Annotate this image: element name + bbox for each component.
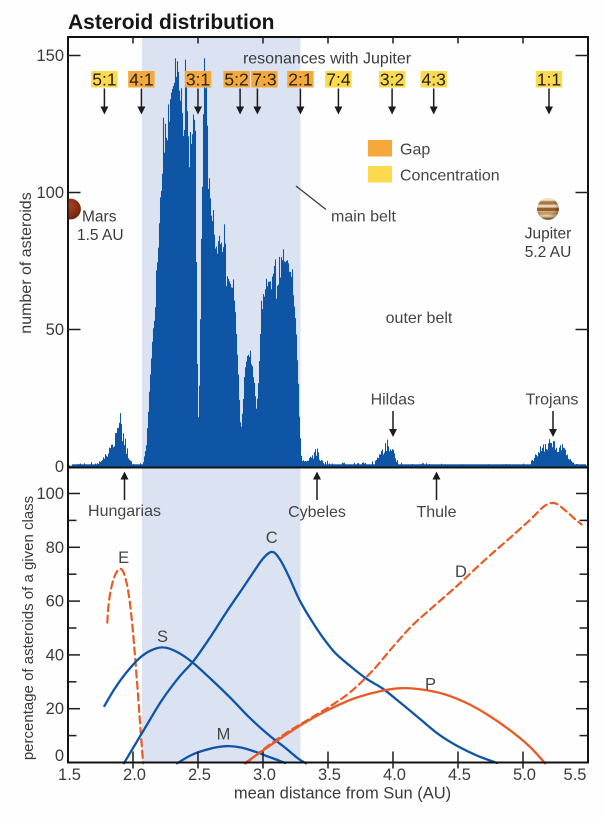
svg-text:100: 100: [36, 485, 64, 503]
svg-text:mean distance from Sun (AU): mean distance from Sun (AU): [234, 785, 451, 803]
svg-text:150: 150: [36, 47, 64, 65]
svg-text:5:2: 5:2: [224, 70, 248, 90]
svg-text:Hildas: Hildas: [371, 392, 415, 409]
svg-text:Asteroid distribution: Asteroid distribution: [68, 11, 275, 34]
svg-text:main belt: main belt: [331, 209, 396, 226]
svg-text:number of asteroids: number of asteroids: [18, 192, 35, 333]
svg-text:1.5 AU: 1.5 AU: [77, 227, 124, 244]
svg-text:Jupiter: Jupiter: [525, 226, 572, 243]
svg-text:M: M: [217, 726, 231, 744]
svg-text:3:2: 3:2: [380, 70, 404, 90]
svg-text:5:1: 5:1: [92, 70, 116, 90]
svg-text:0: 0: [55, 747, 64, 765]
svg-text:50: 50: [46, 321, 64, 339]
svg-text:Trojans: Trojans: [526, 392, 579, 409]
svg-text:80: 80: [46, 539, 64, 557]
svg-text:5.0: 5.0: [513, 766, 536, 784]
svg-text:S: S: [157, 628, 168, 646]
svg-text:outer belt: outer belt: [386, 310, 453, 327]
svg-text:D: D: [455, 563, 467, 581]
svg-text:P: P: [425, 676, 436, 694]
svg-text:7:3: 7:3: [252, 70, 276, 90]
svg-text:7:4: 7:4: [326, 70, 351, 90]
svg-text:2.5: 2.5: [188, 766, 211, 784]
svg-text:resonances with Jupiter: resonances with Jupiter: [243, 51, 412, 68]
svg-text:4:1: 4:1: [129, 70, 153, 90]
svg-text:Thule: Thule: [416, 504, 456, 521]
svg-text:2.0: 2.0: [123, 766, 146, 784]
svg-text:1.5: 1.5: [58, 766, 81, 784]
svg-text:4.5: 4.5: [448, 766, 471, 784]
svg-text:Gap: Gap: [400, 142, 430, 159]
svg-text:3.0: 3.0: [253, 766, 276, 784]
svg-text:20: 20: [46, 700, 64, 718]
svg-text:percentage of asteroids of a g: percentage of asteroids of a given class: [20, 496, 37, 760]
svg-text:3.5: 3.5: [318, 766, 341, 784]
svg-text:40: 40: [46, 646, 64, 664]
svg-text:C: C: [266, 529, 278, 547]
svg-text:100: 100: [36, 184, 64, 202]
svg-text:1:1: 1:1: [537, 70, 561, 90]
svg-text:5.5: 5.5: [564, 766, 587, 784]
svg-text:Mars: Mars: [82, 209, 117, 226]
svg-text:Concentration: Concentration: [400, 168, 500, 185]
svg-text:E: E: [118, 549, 129, 567]
svg-text:3:1: 3:1: [186, 70, 210, 90]
svg-text:4.0: 4.0: [383, 766, 406, 784]
svg-text:5.2 AU: 5.2 AU: [525, 244, 572, 261]
svg-text:Cybeles: Cybeles: [288, 504, 346, 521]
svg-text:2:1: 2:1: [288, 70, 312, 90]
svg-text:4:3: 4:3: [422, 70, 446, 90]
svg-text:0: 0: [55, 458, 64, 476]
svg-text:60: 60: [46, 593, 64, 611]
svg-text:Hungarias: Hungarias: [88, 503, 161, 520]
